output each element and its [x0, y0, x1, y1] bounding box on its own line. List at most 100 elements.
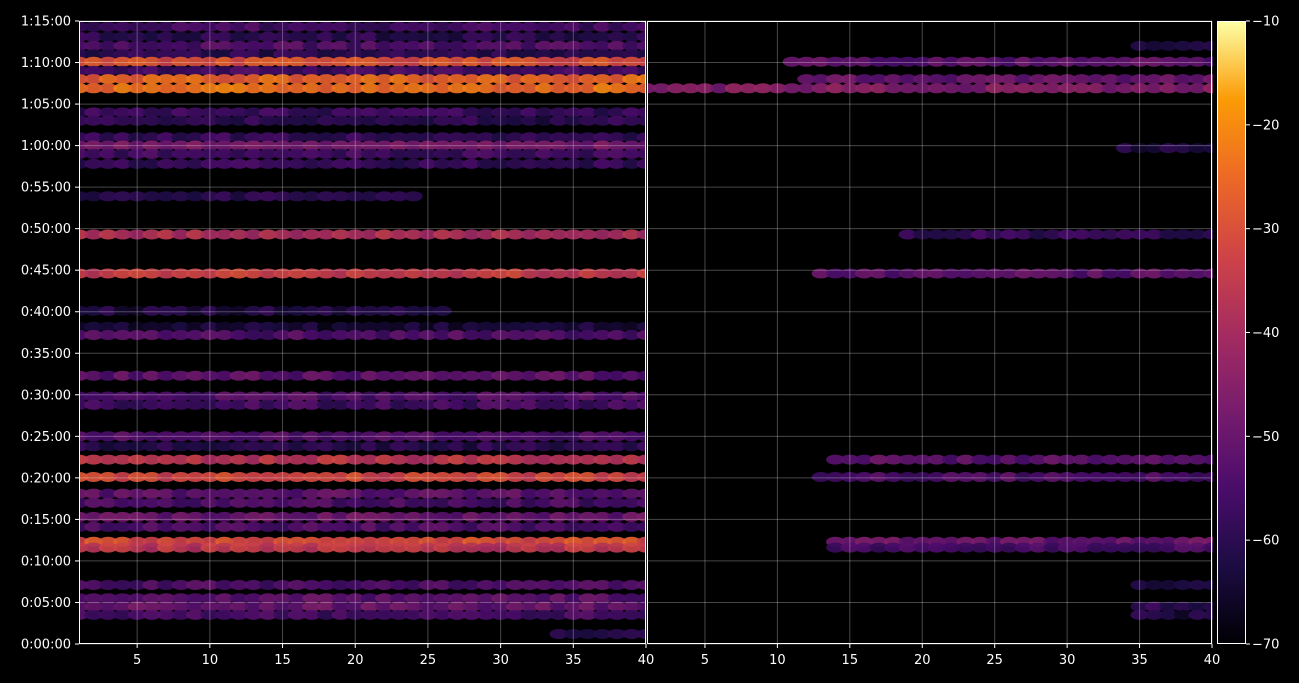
heatmap-cell [884, 74, 903, 85]
heatmap-cell [534, 31, 554, 42]
heatmap-cell [142, 83, 161, 94]
heatmap-cell [186, 107, 205, 118]
heatmap-cell [1173, 268, 1193, 279]
heatmap-cell [156, 497, 176, 508]
heatmap-cell [898, 472, 917, 482]
heatmap-cell [244, 330, 263, 340]
heatmap-cell [1173, 472, 1193, 482]
heatmap-cell [913, 229, 932, 240]
heatmap-cell [462, 609, 481, 620]
heatmap-cell [593, 488, 612, 499]
heatmap-cell [142, 488, 161, 499]
heatmap-cell [549, 158, 569, 169]
heatmap-cell [287, 609, 307, 620]
heatmap-cell [273, 370, 292, 381]
heatmap-cell [534, 321, 554, 332]
heatmap-cell [302, 454, 321, 465]
heatmap-cell [1101, 74, 1120, 85]
heatmap-cell [360, 158, 380, 169]
heatmap-cell [607, 593, 627, 604]
heatmap-cell [433, 40, 452, 51]
heatmap-cell [229, 488, 249, 499]
heatmap-cell [505, 74, 525, 85]
heatmap-cell [171, 148, 191, 159]
heatmap-cell [98, 431, 118, 442]
heatmap-cell [273, 391, 292, 402]
heatmap-cell [302, 580, 321, 590]
heatmap-cell [186, 74, 205, 85]
heatmap-cell [186, 370, 205, 381]
heatmap-cell [375, 21, 394, 32]
heatmap-cell [273, 21, 292, 32]
heatmap-cell [491, 74, 510, 85]
heatmap-cell [200, 431, 220, 442]
heatmap-cell [287, 40, 307, 51]
heatmap-cell [171, 229, 191, 240]
heatmap-cell [200, 158, 220, 169]
heatmap-cell [98, 191, 118, 202]
heatmap-cell [826, 472, 845, 482]
heatmap-cell [375, 330, 394, 340]
heatmap-cell [418, 229, 438, 240]
heatmap-cell [142, 580, 161, 590]
heatmap-cell [186, 158, 205, 169]
heatmap-cell [1072, 472, 1091, 482]
heatmap-cell [287, 391, 307, 402]
heatmap-cell [244, 441, 263, 452]
heatmap-cell [913, 542, 932, 553]
heatmap-cell [476, 148, 496, 159]
heatmap-cell [505, 511, 525, 522]
heatmap-cell [215, 74, 234, 85]
heatmap-cell [84, 441, 103, 452]
heatmap-cell [1101, 472, 1120, 482]
heatmap-cell [229, 580, 249, 590]
heatmap-cell [98, 330, 118, 340]
heatmap-cell [462, 158, 481, 169]
heatmap-cell [520, 431, 539, 442]
heatmap-cell [534, 268, 554, 279]
heatmap-cell [375, 391, 394, 402]
heatmap-cell [84, 83, 103, 94]
heatmap-cell [273, 229, 292, 240]
heatmap-cell [636, 542, 646, 553]
heatmap-cell [200, 229, 220, 240]
heatmap-cell [549, 21, 569, 32]
heatmap-cell [404, 454, 423, 465]
heatmap-cell [549, 107, 569, 118]
heatmap-cell [302, 330, 321, 340]
heatmap-cell [316, 305, 336, 316]
heatmap-cell [520, 441, 539, 452]
heatmap-cell [273, 115, 292, 126]
heatmap-cell [418, 56, 438, 67]
heatmap-cell [593, 31, 612, 42]
heatmap-cell [142, 191, 161, 202]
heatmap-cell [215, 191, 234, 202]
heatmap-cell [84, 140, 103, 151]
heatmap-cell [287, 321, 307, 332]
heatmap-cell [360, 370, 380, 381]
heatmap-cell [811, 83, 830, 94]
x-tick-label: 20 [347, 653, 364, 668]
heatmap-cell [826, 542, 845, 553]
heatmap-cell [244, 107, 263, 118]
heatmap-cell [1043, 56, 1062, 67]
heatmap-cell [316, 321, 336, 332]
heatmap-cell [316, 542, 336, 553]
heatmap-cell [505, 65, 525, 76]
heatmap-cell [476, 472, 496, 482]
heatmap-cell [1014, 74, 1033, 85]
heatmap-cell [375, 580, 394, 590]
heatmap-cell [607, 107, 627, 118]
heatmap-cell [229, 140, 249, 151]
heatmap-cell [462, 511, 481, 522]
heatmap-cell [287, 511, 307, 522]
heatmap-cell [534, 521, 554, 532]
heatmap-cell [244, 431, 263, 442]
heatmap-cell [360, 521, 380, 532]
heatmap-cell [404, 191, 423, 202]
heatmap-cell [360, 40, 380, 51]
heatmap-cell [622, 488, 641, 499]
heatmap-cell [389, 399, 409, 410]
heatmap-cell [127, 268, 147, 279]
heatmap-cell [578, 74, 598, 85]
